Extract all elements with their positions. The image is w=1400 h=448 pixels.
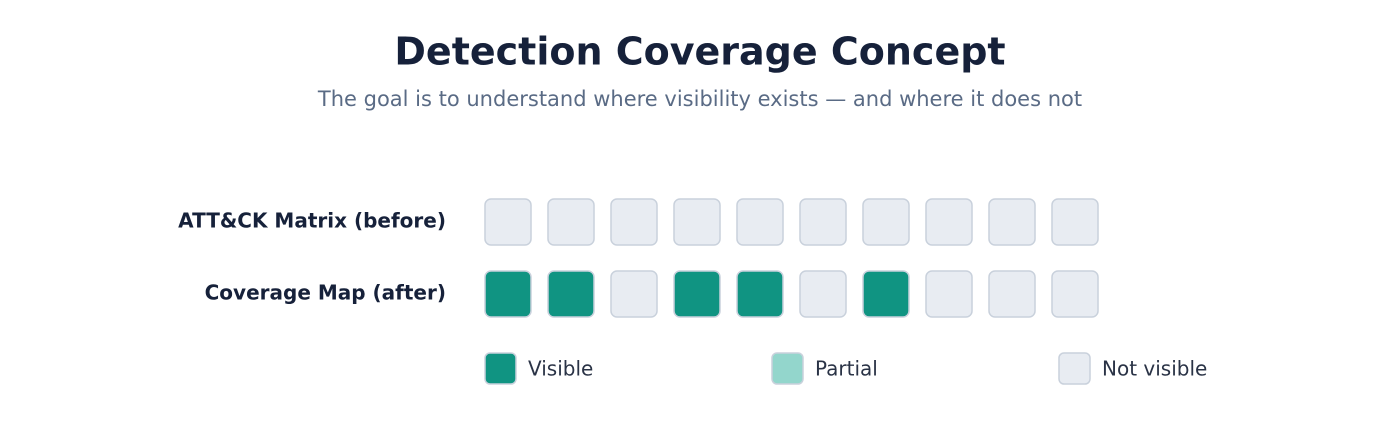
cell xyxy=(736,270,784,318)
legend-swatch xyxy=(484,352,517,385)
cell xyxy=(610,270,658,318)
title: Detection Coverage Concept xyxy=(394,30,1005,74)
cell xyxy=(862,270,910,318)
cell xyxy=(925,270,973,318)
subtitle: The goal is to understand where visibili… xyxy=(317,87,1082,111)
legend-label: Visible xyxy=(528,357,593,381)
cell xyxy=(547,270,595,318)
cell xyxy=(862,198,910,246)
cell xyxy=(547,198,595,246)
cell xyxy=(610,198,658,246)
cell xyxy=(799,270,847,318)
legend-label: Not visible xyxy=(1102,357,1207,381)
cell xyxy=(988,270,1036,318)
cell xyxy=(673,270,721,318)
legend-swatch xyxy=(1058,352,1091,385)
cell xyxy=(925,198,973,246)
legend-label: Partial xyxy=(815,357,878,381)
cell xyxy=(673,198,721,246)
row-label: ATT&CK Matrix (before) xyxy=(178,209,446,233)
legend-swatch xyxy=(771,352,804,385)
cell xyxy=(736,198,784,246)
cell xyxy=(484,198,532,246)
cell xyxy=(1051,270,1099,318)
cell xyxy=(988,198,1036,246)
cell xyxy=(484,270,532,318)
row-label: Coverage Map (after) xyxy=(205,281,446,305)
cell xyxy=(1051,198,1099,246)
cell xyxy=(799,198,847,246)
